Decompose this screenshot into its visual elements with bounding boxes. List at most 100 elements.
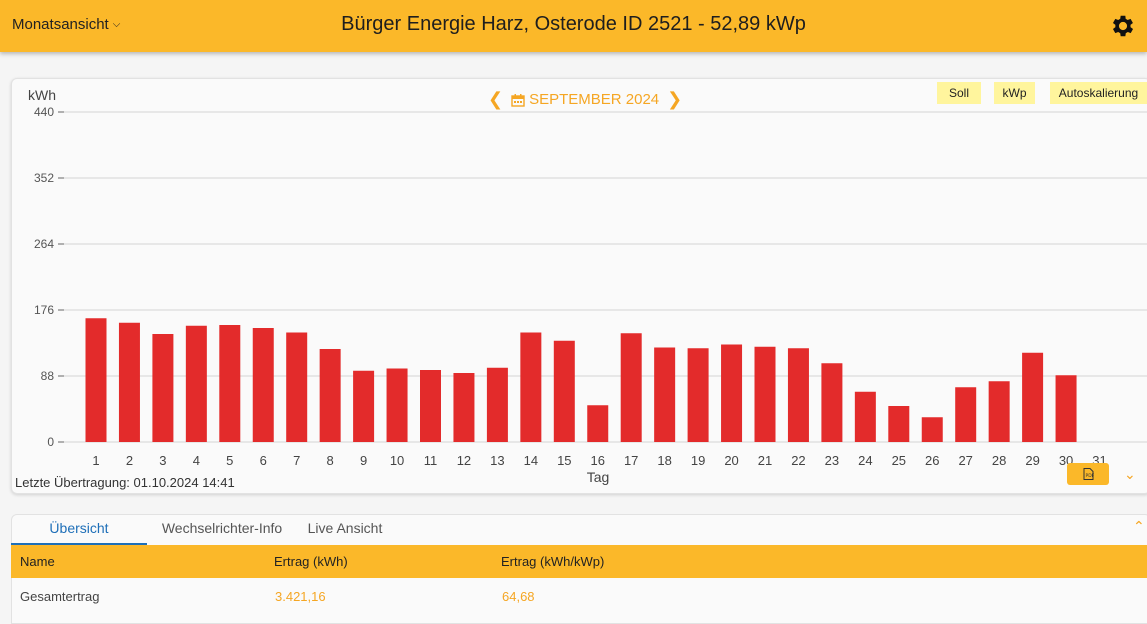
toggle-soll[interactable]: Soll bbox=[937, 82, 981, 104]
bar bbox=[553, 340, 575, 442]
y-tick-label: 264 bbox=[34, 237, 54, 251]
x-tick-label: 16 bbox=[591, 453, 605, 468]
x-tick-label: 28 bbox=[992, 453, 1006, 468]
chevron-up-icon[interactable]: ⌃ bbox=[1133, 518, 1145, 534]
column-header-name: Name bbox=[20, 554, 55, 569]
toggle-autoscale[interactable]: Autoskalierung bbox=[1050, 82, 1147, 104]
x-tick-label: 15 bbox=[557, 453, 571, 468]
bar bbox=[754, 346, 776, 442]
bar bbox=[955, 387, 977, 442]
x-tick-label: 24 bbox=[858, 453, 872, 468]
x-tick-label: 22 bbox=[791, 453, 805, 468]
bar bbox=[353, 370, 375, 442]
x-tick-label: 18 bbox=[657, 453, 671, 468]
bar bbox=[1055, 375, 1077, 442]
x-axis-label: Tag bbox=[587, 469, 610, 485]
bar bbox=[721, 344, 743, 442]
y-tick-label: 352 bbox=[34, 171, 54, 185]
tab-wechselrichter-info[interactable]: Wechselrichter-Info bbox=[161, 520, 283, 536]
column-header-ertrag-kwh-kwp: Ertrag (kWh/kWp) bbox=[501, 554, 605, 569]
pdf-export-button[interactable]: PDF bbox=[1067, 463, 1109, 485]
bar bbox=[654, 347, 676, 442]
bar bbox=[85, 318, 107, 442]
bar bbox=[687, 348, 709, 442]
prev-month-icon[interactable]: ❮ bbox=[488, 89, 504, 109]
bar bbox=[252, 328, 274, 442]
bar bbox=[286, 332, 308, 442]
x-tick-label: 17 bbox=[624, 453, 638, 468]
x-tick-label: 5 bbox=[226, 453, 233, 468]
x-tick-label: 26 bbox=[925, 453, 939, 468]
bar bbox=[185, 325, 207, 442]
toggle-kwp[interactable]: kWp bbox=[994, 82, 1035, 104]
bar bbox=[118, 322, 140, 442]
month-picker[interactable]: SEPTEMBER 2024 bbox=[511, 91, 659, 108]
x-tick-label: 25 bbox=[892, 453, 906, 468]
bar bbox=[152, 334, 174, 442]
bar bbox=[854, 391, 876, 442]
bar bbox=[319, 349, 341, 442]
bar bbox=[1022, 352, 1044, 442]
x-tick-label: 10 bbox=[390, 453, 404, 468]
x-tick-label: 14 bbox=[524, 453, 538, 468]
view-select-label: Monatsansicht bbox=[12, 16, 109, 33]
last-transfer: Letzte Übertragung: 01.10.2024 14:41 bbox=[15, 475, 235, 490]
x-tick-label: 19 bbox=[691, 453, 705, 468]
bar bbox=[988, 381, 1010, 442]
x-tick-label: 2 bbox=[126, 453, 133, 468]
x-tick-label: 3 bbox=[159, 453, 166, 468]
x-tick-label: 23 bbox=[825, 453, 839, 468]
bar bbox=[486, 367, 508, 442]
x-tick-label: 7 bbox=[293, 453, 300, 468]
x-tick-label: 8 bbox=[327, 453, 334, 468]
x-tick-label: 21 bbox=[758, 453, 772, 468]
svg-text:PDF: PDF bbox=[1085, 473, 1094, 479]
bar bbox=[520, 332, 542, 442]
row-ertrag-kwh: 3.421,16 bbox=[275, 589, 326, 604]
bar bbox=[219, 325, 241, 442]
x-tick-label: 11 bbox=[424, 453, 438, 468]
column-header-ertrag-kwh: Ertrag (kWh) bbox=[274, 554, 348, 569]
bar bbox=[420, 370, 441, 442]
x-tick-label: 12 bbox=[457, 453, 471, 468]
tab-live-ansicht[interactable]: Live Ansicht bbox=[307, 520, 383, 536]
tab-bar: Übersicht Wechselrichter-Info Live Ansic… bbox=[11, 514, 393, 545]
chevron-down-icon: ⌵ bbox=[112, 19, 121, 30]
bar bbox=[821, 363, 843, 442]
gear-icon[interactable] bbox=[1109, 12, 1137, 40]
bar bbox=[620, 333, 642, 442]
y-tick-label: 0 bbox=[47, 435, 54, 449]
page-title: Bürger Energie Harz, Osterode ID 2521 - … bbox=[341, 13, 806, 35]
table-header: Name Ertrag (kWh) Ertrag (kWh/kWp) bbox=[11, 545, 1147, 578]
x-tick-label: 29 bbox=[1025, 453, 1039, 468]
bar bbox=[587, 405, 609, 442]
view-select[interactable]: Monatsansicht ⌵ bbox=[12, 16, 120, 33]
y-tick-label: 176 bbox=[34, 303, 54, 317]
y-axis-label: kWh bbox=[28, 87, 56, 103]
month-navigator: ❮ SEPTEMBER 2024 ❯ bbox=[488, 89, 682, 110]
pdf-icon: PDF bbox=[1083, 468, 1094, 480]
bar bbox=[921, 417, 943, 442]
x-tick-label: 20 bbox=[724, 453, 738, 468]
x-tick-label: 9 bbox=[360, 453, 367, 468]
y-tick-label: 88 bbox=[41, 369, 55, 383]
table-row: Gesamtertrag 3.421,16 64,68 bbox=[11, 578, 1147, 614]
calendar-icon bbox=[511, 93, 525, 107]
bar bbox=[787, 348, 809, 442]
bar bbox=[386, 368, 408, 442]
bar bbox=[888, 406, 910, 442]
x-tick-label: 6 bbox=[260, 453, 267, 468]
top-bar: Monatsansicht ⌵ Bürger Energie Harz, Ost… bbox=[0, 0, 1147, 52]
row-ertrag-kwh-kwp: 64,68 bbox=[502, 589, 535, 604]
x-tick-label: 13 bbox=[490, 453, 504, 468]
next-month-icon[interactable]: ❯ bbox=[667, 89, 683, 109]
y-tick-label: 440 bbox=[34, 105, 54, 119]
month-label: SEPTEMBER 2024 bbox=[529, 91, 660, 108]
chevron-down-icon[interactable]: ⌄ bbox=[1124, 466, 1136, 482]
x-tick-label: 27 bbox=[958, 453, 972, 468]
row-name: Gesamtertrag bbox=[20, 589, 100, 604]
x-tick-label: 4 bbox=[193, 453, 200, 468]
tab-uebersicht[interactable]: Übersicht bbox=[11, 514, 147, 545]
bar bbox=[453, 373, 475, 442]
